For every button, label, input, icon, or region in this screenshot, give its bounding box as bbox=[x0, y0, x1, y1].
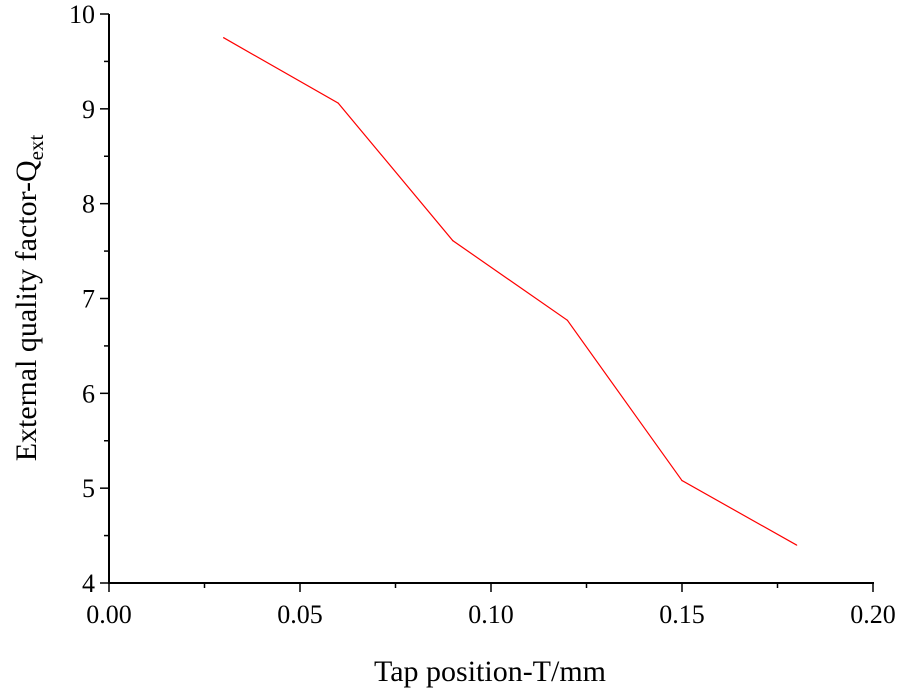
data-point bbox=[223, 37, 225, 39]
x-tick-label: 0.20 bbox=[850, 600, 896, 629]
x-tick-label: 0.10 bbox=[468, 600, 514, 629]
y-tick-label: 6 bbox=[82, 379, 95, 408]
y-tick-label: 10 bbox=[69, 0, 95, 29]
y-tick-label: 8 bbox=[82, 190, 95, 219]
y-axis-label-subscript: ext bbox=[24, 135, 48, 161]
y-axis-label: External quality factor-Qext bbox=[10, 135, 48, 462]
data-point bbox=[337, 102, 339, 104]
y-tick-label: 9 bbox=[82, 95, 95, 124]
series bbox=[223, 37, 798, 546]
ticks: 0.00 0.05 0.10 0.15 0.20 4 5 6 7 8 9 10 bbox=[69, 0, 896, 629]
y-tick-label: 5 bbox=[82, 474, 95, 503]
data-point bbox=[566, 319, 569, 321]
y-tick-label: 7 bbox=[82, 285, 95, 314]
axes bbox=[108, 14, 874, 584]
x-axis-label: Tap position-T/mm bbox=[374, 655, 606, 688]
y-axis-label-main: External quality factor-Q bbox=[10, 160, 43, 461]
data-point bbox=[452, 240, 454, 242]
x-tick-label: 0.15 bbox=[659, 600, 705, 629]
series-line bbox=[223, 37, 797, 546]
data-point bbox=[681, 479, 683, 482]
x-tick-label: 0.05 bbox=[277, 600, 323, 629]
y-tick-label: 4 bbox=[82, 569, 95, 598]
data-point bbox=[796, 544, 798, 546]
x-tick-label: 0.00 bbox=[86, 600, 132, 629]
